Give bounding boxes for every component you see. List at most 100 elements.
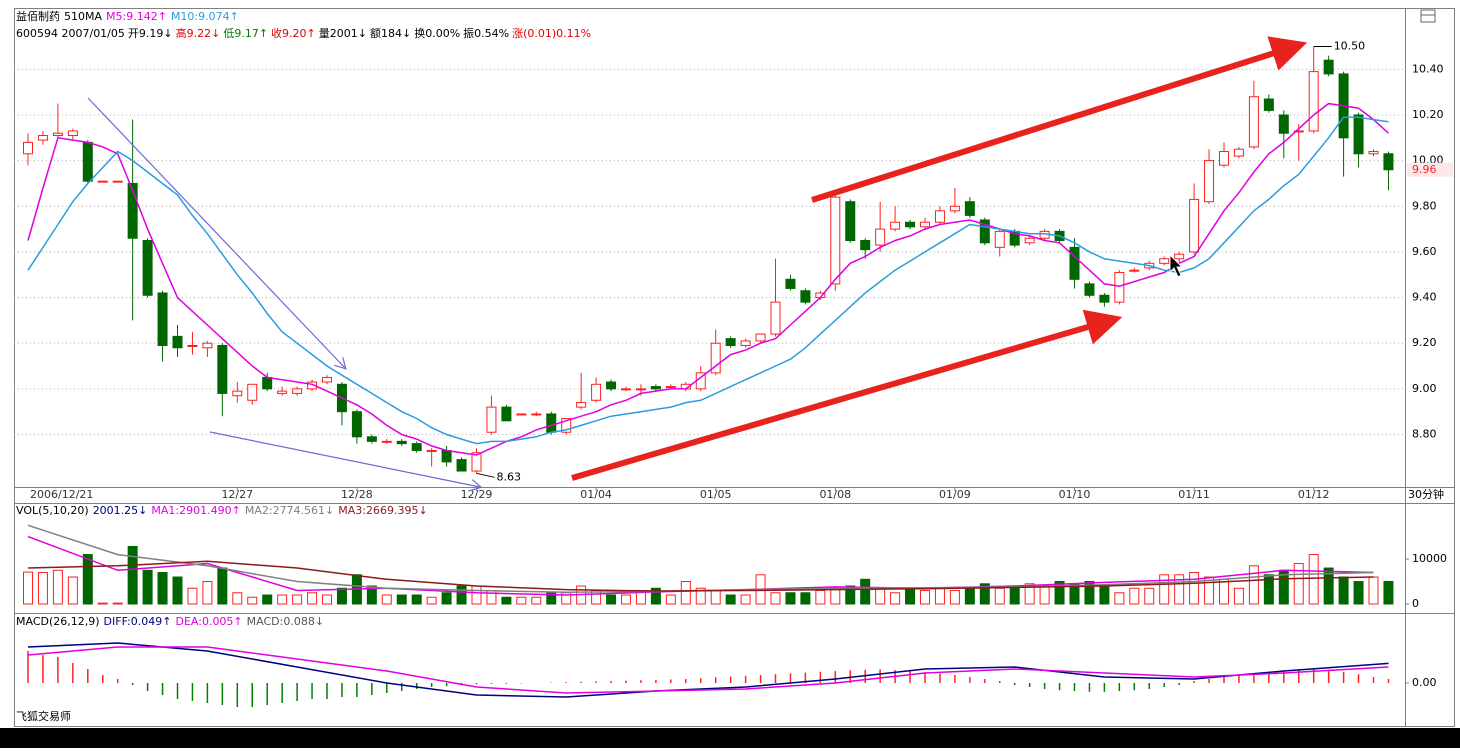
candle-body bbox=[322, 376, 332, 383]
candle-body bbox=[1114, 271, 1125, 303]
candle-body bbox=[232, 390, 243, 397]
volume-bar bbox=[232, 592, 243, 605]
y-tick-label: 10000 bbox=[1412, 552, 1447, 565]
frame bbox=[14, 8, 1455, 727]
y-tick-label: 9.00 bbox=[1412, 382, 1437, 395]
candle-body bbox=[381, 440, 392, 443]
y-tick-label: 9.80 bbox=[1412, 199, 1437, 212]
candle-body bbox=[710, 342, 721, 374]
candle-body bbox=[1174, 253, 1185, 260]
quote-item: 收9.20↑ bbox=[271, 26, 316, 40]
volume-bar bbox=[695, 587, 706, 605]
volume-bar bbox=[650, 587, 661, 605]
volume-bar bbox=[1114, 592, 1125, 605]
volume-bar bbox=[82, 554, 93, 605]
volume-bar bbox=[979, 583, 990, 605]
mouse-cursor bbox=[1169, 253, 1184, 278]
volume-bar bbox=[725, 594, 736, 605]
volume-bar bbox=[1174, 574, 1185, 605]
quote-item: 开9.19↓ bbox=[128, 27, 173, 40]
x-tick-label: 01/04 bbox=[580, 488, 612, 501]
candle-body bbox=[1233, 148, 1244, 157]
volume-bar bbox=[680, 581, 691, 605]
x-tick-label: 01/10 bbox=[1059, 488, 1091, 501]
legend-item: MACD:0.088↓ bbox=[247, 615, 324, 628]
legend-item: VOL(5,10,20) bbox=[16, 504, 89, 517]
candle-body bbox=[770, 301, 781, 335]
volume-bar bbox=[830, 587, 841, 605]
y-tick-label: 0 bbox=[1412, 597, 1419, 610]
volume-bar bbox=[336, 587, 347, 605]
volume-bar bbox=[112, 602, 123, 605]
candle-body bbox=[142, 240, 153, 296]
trend-line bbox=[209, 431, 480, 487]
volume-bar bbox=[157, 572, 168, 605]
x-tick-label: 01/11 bbox=[1178, 488, 1210, 501]
indicator-line bbox=[27, 116, 1389, 445]
volume-bar bbox=[1159, 574, 1170, 605]
volume-bar bbox=[1144, 587, 1155, 605]
volume-bar bbox=[67, 576, 78, 605]
volume-bar bbox=[1368, 576, 1379, 605]
y-tick-label: 0.00 bbox=[1412, 676, 1437, 689]
volume-bar bbox=[1308, 554, 1319, 605]
legend: MACD(26,12,9) DIFF:0.049↑ DEA:0.005↑ MACD:0… bbox=[16, 615, 324, 628]
volume-bar bbox=[52, 569, 63, 605]
volume-bar bbox=[1353, 581, 1364, 605]
volume-bar bbox=[366, 585, 377, 605]
candle-body bbox=[576, 402, 587, 408]
legend-item: MA2:2774.561↓ bbox=[245, 504, 334, 517]
volume-bar bbox=[1009, 585, 1020, 605]
candle-body bbox=[860, 240, 871, 251]
candle-body bbox=[411, 443, 422, 451]
volume-bar bbox=[142, 569, 153, 605]
quote-item: 600594 2007/01/05 bbox=[16, 27, 125, 40]
candle-body bbox=[441, 449, 452, 463]
candle-body bbox=[127, 182, 138, 239]
volume-bar bbox=[740, 594, 751, 605]
candle-body bbox=[1308, 71, 1319, 132]
candle-body bbox=[1189, 198, 1200, 253]
window-icon[interactable] bbox=[1420, 9, 1436, 23]
volume-bar bbox=[381, 594, 392, 605]
x-tick-label: 2006/12/21 bbox=[30, 488, 93, 501]
volume-bar bbox=[1024, 583, 1035, 605]
candle-body bbox=[1353, 114, 1364, 155]
quote-item: 低9.17↑ bbox=[223, 27, 268, 40]
candle-body bbox=[52, 132, 63, 137]
volume-bar bbox=[1129, 587, 1140, 605]
candle-body bbox=[82, 141, 93, 182]
legend-item: MACD(26,12,9) bbox=[16, 615, 100, 628]
volume-bar bbox=[396, 594, 407, 605]
legend-item: MA1:2901.490↑ bbox=[151, 504, 240, 517]
candle-body bbox=[262, 376, 273, 390]
volume-bar bbox=[172, 576, 183, 605]
volume-bar bbox=[1293, 563, 1304, 605]
volume-bar bbox=[546, 592, 557, 605]
annotation: 8.63 bbox=[497, 470, 522, 483]
volume-bar bbox=[934, 587, 945, 605]
x-tick-label: 12/29 bbox=[461, 488, 493, 501]
volume-bar bbox=[1189, 572, 1200, 605]
candle-body bbox=[561, 418, 572, 433]
legend-item: M10:9.074↑ bbox=[171, 10, 239, 23]
volume-bar bbox=[187, 587, 198, 605]
volume-bar bbox=[800, 592, 811, 605]
candle-body bbox=[37, 135, 48, 141]
candle-body bbox=[471, 452, 482, 472]
quote-item: 高9.22↓ bbox=[176, 26, 221, 40]
volume-bar bbox=[1054, 581, 1065, 605]
footer: 飞狐交易师 bbox=[16, 709, 71, 723]
candle-body bbox=[875, 228, 886, 246]
legend-item: MA3:2669.395↓ bbox=[338, 504, 427, 517]
legend-item: DEA:0.005↑ bbox=[175, 615, 242, 628]
volume-bar bbox=[441, 592, 452, 605]
candle-body bbox=[187, 344, 198, 347]
candle-body bbox=[1099, 294, 1110, 303]
volume-bar bbox=[37, 572, 48, 605]
volume-bar bbox=[426, 596, 437, 605]
volume-bar bbox=[815, 590, 826, 605]
legend-item: 2001.25↓ bbox=[93, 504, 148, 517]
candle-body bbox=[1248, 96, 1259, 148]
